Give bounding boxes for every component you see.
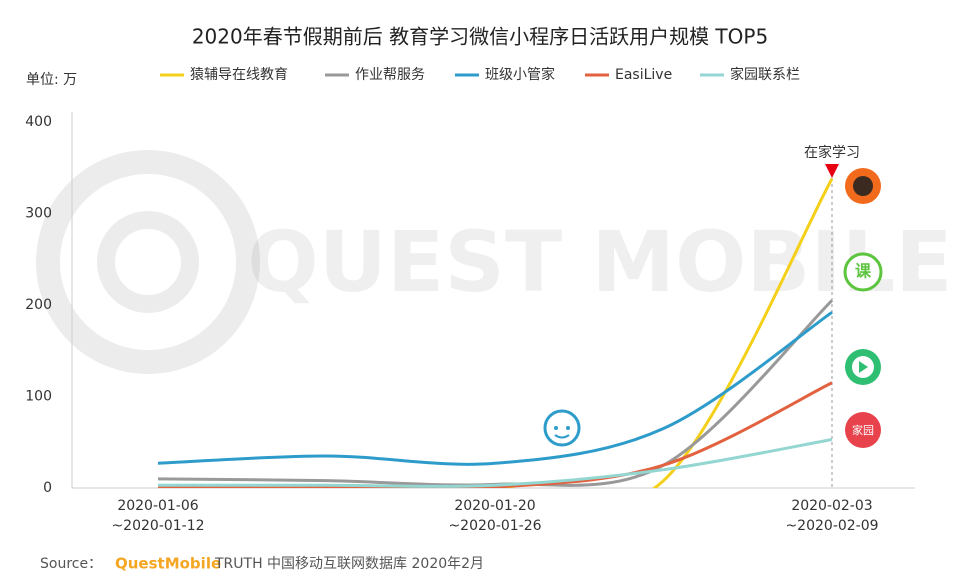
legend-label: 猿辅导在线教育 [190,67,288,83]
chart-title: 2020年春节假期前后 教育学习微信小程序日活跃用户规模 TOP5 [192,25,768,49]
line [157,311,833,466]
y-tick-label: 0 [43,480,52,496]
watermark: QUEST MOBILE [247,213,952,311]
annotation: 在家学习 [804,144,860,161]
plot: 0 100 200 300 400 在家学习 猿辅导在线教育 作业帮服务 班级小管家 EasiLi… [25,66,915,496]
y-tick-label: 400 [25,114,52,130]
annotation-marker [825,164,839,178]
y-tick-label: 300 [25,206,52,222]
line [158,381,833,488]
source-text: TRUTH 中国移动互联网数据库 2020年2月 [214,556,484,572]
line [157,438,833,488]
icon-play [845,349,881,385]
source-prefix: Source： [40,556,102,572]
icon-jiayuan [845,412,881,448]
icon-label: 家园 [852,423,874,437]
icon-face [543,409,581,447]
y-tick-label: 200 [25,297,52,313]
source-brand: QuestMobile [115,555,221,573]
watermark-logo [36,150,260,374]
icon-label: 课 [855,262,872,281]
legend-label: 作业帮服务 [355,67,425,83]
lines [157,177,834,488]
icon-yuan [845,168,881,204]
y-unit: 单位: 万 [26,72,77,88]
legend-label: 家园联系栏 [730,66,800,83]
y-tick-label: 100 [25,389,52,405]
x-tick-label: 2020-01-20 ~2020-01-26 [448,498,542,534]
x-tick-label: 2020-02-03 ~2020-02-09 [785,498,879,534]
legend-label: 班级小管家 [485,66,555,83]
legend-label: EasiLive [615,67,672,83]
icon-ke [843,252,883,292]
x-tick-label: 2020-01-06 ~2020-01-12 [111,498,205,534]
